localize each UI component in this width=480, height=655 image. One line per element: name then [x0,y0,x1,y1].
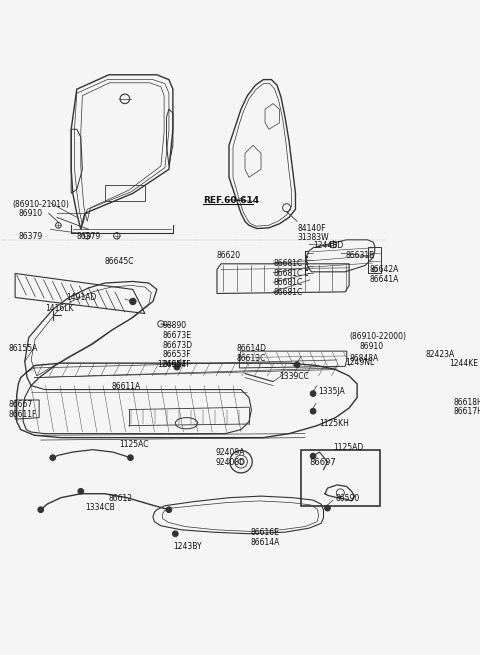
Text: 86673D: 86673D [163,341,192,350]
Circle shape [38,507,44,512]
Text: 1125KH: 1125KH [320,419,349,428]
Circle shape [128,455,133,460]
Text: 1334CB: 1334CB [85,503,115,512]
Text: 1249NL: 1249NL [345,358,374,367]
Text: 82423A: 82423A [425,350,455,358]
Text: 86618H: 86618H [453,398,480,407]
Text: 86379: 86379 [18,232,43,241]
Text: 86611F: 86611F [9,409,37,419]
Text: 86681C: 86681C [273,288,302,297]
Text: 86667: 86667 [9,400,33,409]
Text: 92409A: 92409A [216,448,245,457]
Text: 86910: 86910 [360,341,384,350]
Text: 86620: 86620 [217,251,241,260]
Circle shape [130,298,136,305]
Text: 86681C: 86681C [273,278,302,288]
Text: 86614A: 86614A [251,538,280,547]
Text: 1249NF: 1249NF [157,360,186,369]
Circle shape [78,489,84,494]
Text: 86631B: 86631B [345,251,374,260]
Text: 86617H: 86617H [453,407,480,416]
Text: 86614D: 86614D [237,344,267,353]
Text: 86681C: 86681C [273,259,302,268]
Text: 1125AD: 1125AD [333,443,363,452]
Text: 86641A: 86641A [369,275,398,284]
Text: 92408D: 92408D [216,458,245,466]
Text: 86645C: 86645C [105,257,134,267]
Text: 86613C: 86613C [237,354,266,362]
Text: 86379: 86379 [77,232,101,241]
Text: 86611A: 86611A [111,382,141,390]
Circle shape [310,391,316,396]
Text: 86616E: 86616E [251,528,279,537]
Circle shape [294,362,300,367]
Text: 86155A: 86155A [9,344,38,353]
Text: 86653F: 86653F [163,350,191,360]
Text: REF.60-614: REF.60-614 [204,196,260,205]
Text: 1243BY: 1243BY [173,542,202,551]
Text: 1416LK: 1416LK [45,304,73,313]
Circle shape [172,531,178,536]
Circle shape [310,409,316,414]
Text: 86681C: 86681C [273,269,302,278]
Text: 86673E: 86673E [163,331,192,340]
Text: 98890: 98890 [163,322,187,331]
Text: 86697: 86697 [309,458,336,466]
Text: 1244BD: 1244BD [313,242,343,250]
Text: 86612: 86612 [109,494,133,502]
Text: 1339CC: 1339CC [279,372,309,381]
Text: 84140F: 84140F [297,224,325,233]
Text: 1491AD: 1491AD [66,293,97,303]
Circle shape [166,507,172,512]
Text: 86848A: 86848A [349,354,378,362]
Text: 86654F: 86654F [163,360,191,369]
Text: 86590: 86590 [336,494,360,502]
Text: 31383W: 31383W [297,233,329,242]
Text: 86910: 86910 [18,210,42,218]
Circle shape [324,505,330,511]
Text: 1125AC: 1125AC [119,440,149,449]
Circle shape [174,364,180,370]
Text: (86910-22000): (86910-22000) [349,332,406,341]
Text: 1244KE: 1244KE [449,359,478,368]
Bar [301,449,380,506]
Circle shape [310,453,316,459]
Circle shape [50,455,56,460]
Text: (86910-21010): (86910-21010) [12,200,70,209]
Text: 1335JA: 1335JA [319,387,346,396]
Text: 86642A: 86642A [369,265,398,274]
